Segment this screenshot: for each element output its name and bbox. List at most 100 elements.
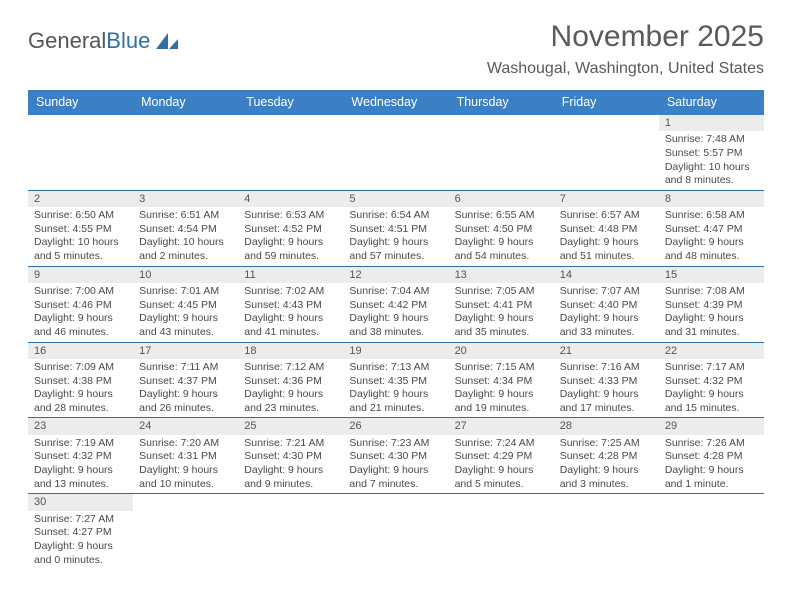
daylight-line: Daylight: 9 hours and 51 minutes.	[560, 236, 653, 263]
calendar-week: 9Sunrise: 7:00 AMSunset: 4:46 PMDaylight…	[28, 267, 764, 343]
daylight-line: Daylight: 9 hours and 48 minutes.	[665, 236, 758, 263]
calendar: SundayMondayTuesdayWednesdayThursdayFrid…	[28, 90, 764, 569]
daylight-line: Daylight: 9 hours and 21 minutes.	[349, 388, 442, 415]
day-body: Sunrise: 6:53 AMSunset: 4:52 PMDaylight:…	[238, 209, 343, 264]
day-body: Sunrise: 7:02 AMSunset: 4:43 PMDaylight:…	[238, 285, 343, 340]
day-number: 25	[238, 418, 343, 434]
calendar-cell: 22Sunrise: 7:17 AMSunset: 4:32 PMDayligh…	[659, 343, 764, 418]
location: Washougal, Washington, United States	[487, 60, 764, 78]
sunrise-line: Sunrise: 7:00 AM	[34, 285, 127, 299]
day-body: Sunrise: 7:11 AMSunset: 4:37 PMDaylight:…	[133, 361, 238, 416]
sunset-line: Sunset: 4:34 PM	[455, 375, 548, 389]
sunrise-line: Sunrise: 6:50 AM	[34, 209, 127, 223]
calendar-cell: 20 Sunrise: 7:15 AMSunset: 4:34 PMDayligh…	[449, 343, 554, 418]
sunset-line: Sunset: 4:28 PM	[560, 450, 653, 464]
sunrise-line: Sunrise: 7:25 AM	[560, 437, 653, 451]
day-number: 27	[449, 418, 554, 434]
calendar-cell: 24Sunrise: 7:20 AMSunset: 4:31 PMDayligh…	[133, 418, 238, 493]
day-number: 16	[28, 343, 133, 359]
daylight-line: Daylight: 9 hours and 10 minutes.	[139, 464, 232, 491]
calendar-header-row: SundayMondayTuesdayWednesdayThursdayFrid…	[28, 90, 764, 115]
day-body: Sunrise: 6:58 AMSunset: 4:47 PMDaylight:…	[659, 209, 764, 264]
daylight-line: Daylight: 9 hours and 1 minute.	[665, 464, 758, 491]
day-body: Sunrise: 7:15 AMSunset: 4:34 PMDaylight:…	[449, 361, 554, 416]
calendar-cell: 17 Sunrise: 7:11 AMSunset: 4:37 PMDayligh…	[133, 343, 238, 418]
sunset-line: Sunset: 4:38 PM	[34, 375, 127, 389]
sunrise-line: Sunrise: 6:57 AM	[560, 209, 653, 223]
sunset-line: Sunset: 4:32 PM	[34, 450, 127, 464]
day-header: Wednesday	[343, 90, 448, 115]
calendar-cell: 26Sunrise: 7:23 AMSunset: 4:30 PMDayligh…	[343, 418, 448, 493]
sunrise-line: Sunrise: 7:11 AM	[139, 361, 232, 375]
day-body: Sunrise: 7:12 AMSunset: 4:36 PMDaylight:…	[238, 361, 343, 416]
calendar-cell: 27Sunrise: 7:24 AMSunset: 4:29 PMDayligh…	[449, 418, 554, 493]
sunset-line: Sunset: 4:46 PM	[34, 299, 127, 313]
sunset-line: Sunset: 4:37 PM	[139, 375, 232, 389]
day-number: 3	[133, 191, 238, 207]
sunset-line: Sunset: 4:39 PM	[665, 299, 758, 313]
calendar-cell: 30Sunrise: 7:27 AMSunset: 4:27 PMDayligh…	[28, 494, 133, 569]
daylight-line: Daylight: 9 hours and 38 minutes.	[349, 312, 442, 339]
sunrise-line: Sunrise: 7:24 AM	[455, 437, 548, 451]
header: GeneralBlue November 2025 Washougal, Was…	[28, 20, 764, 78]
daylight-line: Daylight: 9 hours and 41 minutes.	[244, 312, 337, 339]
month-title: November 2025	[487, 20, 764, 54]
calendar-cell: 29Sunrise: 7:26 AMSunset: 4:28 PMDayligh…	[659, 418, 764, 493]
calendar-cell: 10Sunrise: 7:01 AMSunset: 4:45 PMDayligh…	[133, 267, 238, 342]
sunset-line: Sunset: 4:43 PM	[244, 299, 337, 313]
day-number: 7	[554, 191, 659, 207]
day-number: 13	[449, 267, 554, 283]
sunrise-line: Sunrise: 7:21 AM	[244, 437, 337, 451]
calendar-cell: 25Sunrise: 7:21 AMSunset: 4:30 PMDayligh…	[238, 418, 343, 493]
calendar-cell: 7Sunrise: 6:57 AMSunset: 4:48 PMDaylight…	[554, 191, 659, 266]
day-body: Sunrise: 6:50 AMSunset: 4:55 PMDaylight:…	[28, 209, 133, 264]
title-block: November 2025 Washougal, Washington, Uni…	[487, 20, 764, 78]
day-number: 29	[659, 418, 764, 434]
daylight-line: Daylight: 9 hours and 46 minutes.	[34, 312, 127, 339]
sunrise-line: Sunrise: 7:09 AM	[34, 361, 127, 375]
sunrise-line: Sunrise: 7:16 AM	[560, 361, 653, 375]
daylight-line: Daylight: 10 hours and 2 minutes.	[139, 236, 232, 263]
day-number: 9	[28, 267, 133, 283]
calendar-week: 30Sunrise: 7:27 AMSunset: 4:27 PMDayligh…	[28, 494, 764, 569]
sunrise-line: Sunrise: 6:54 AM	[349, 209, 442, 223]
day-number: 8	[659, 191, 764, 207]
sunrise-line: Sunrise: 7:17 AM	[665, 361, 758, 375]
sunset-line: Sunset: 5:57 PM	[665, 147, 758, 161]
day-number: 1	[659, 115, 764, 131]
daylight-line: Daylight: 9 hours and 13 minutes.	[34, 464, 127, 491]
daylight-line: Daylight: 9 hours and 59 minutes.	[244, 236, 337, 263]
calendar-cell: 13Sunrise: 7:05 AMSunset: 4:41 PMDayligh…	[449, 267, 554, 342]
day-number: 20	[449, 343, 554, 359]
sunrise-line: Sunrise: 7:07 AM	[560, 285, 653, 299]
sunset-line: Sunset: 4:50 PM	[455, 223, 548, 237]
sunrise-line: Sunrise: 7:13 AM	[349, 361, 442, 375]
calendar-cell-empty	[238, 494, 343, 569]
sunset-line: Sunset: 4:47 PM	[665, 223, 758, 237]
calendar-cell-empty	[449, 115, 554, 190]
day-header: Saturday	[659, 90, 764, 115]
sunset-line: Sunset: 4:32 PM	[665, 375, 758, 389]
calendar-cell-empty	[133, 115, 238, 190]
daylight-line: Daylight: 9 hours and 33 minutes.	[560, 312, 653, 339]
day-number: 23	[28, 418, 133, 434]
calendar-cell: 15Sunrise: 7:08 AMSunset: 4:39 PMDayligh…	[659, 267, 764, 342]
day-number: 26	[343, 418, 448, 434]
day-body: Sunrise: 6:55 AMSunset: 4:50 PMDaylight:…	[449, 209, 554, 264]
sunrise-line: Sunrise: 7:20 AM	[139, 437, 232, 451]
calendar-cell-empty	[449, 494, 554, 569]
sunset-line: Sunset: 4:36 PM	[244, 375, 337, 389]
sunset-line: Sunset: 4:42 PM	[349, 299, 442, 313]
day-number: 15	[659, 267, 764, 283]
day-body: Sunrise: 7:16 AMSunset: 4:33 PMDaylight:…	[554, 361, 659, 416]
daylight-line: Daylight: 9 hours and 17 minutes.	[560, 388, 653, 415]
daylight-line: Daylight: 9 hours and 43 minutes.	[139, 312, 232, 339]
day-body: Sunrise: 7:04 AMSunset: 4:42 PMDaylight:…	[343, 285, 448, 340]
sunrise-line: Sunrise: 7:23 AM	[349, 437, 442, 451]
day-header: Monday	[133, 90, 238, 115]
daylight-line: Daylight: 9 hours and 31 minutes.	[665, 312, 758, 339]
day-number: 17	[133, 343, 238, 359]
sunset-line: Sunset: 4:54 PM	[139, 223, 232, 237]
calendar-cell: 1Sunrise: 7:48 AMSunset: 5:57 PMDaylight…	[659, 115, 764, 190]
calendar-cell: 8 Sunrise: 6:58 AMSunset: 4:47 PMDaylight…	[659, 191, 764, 266]
